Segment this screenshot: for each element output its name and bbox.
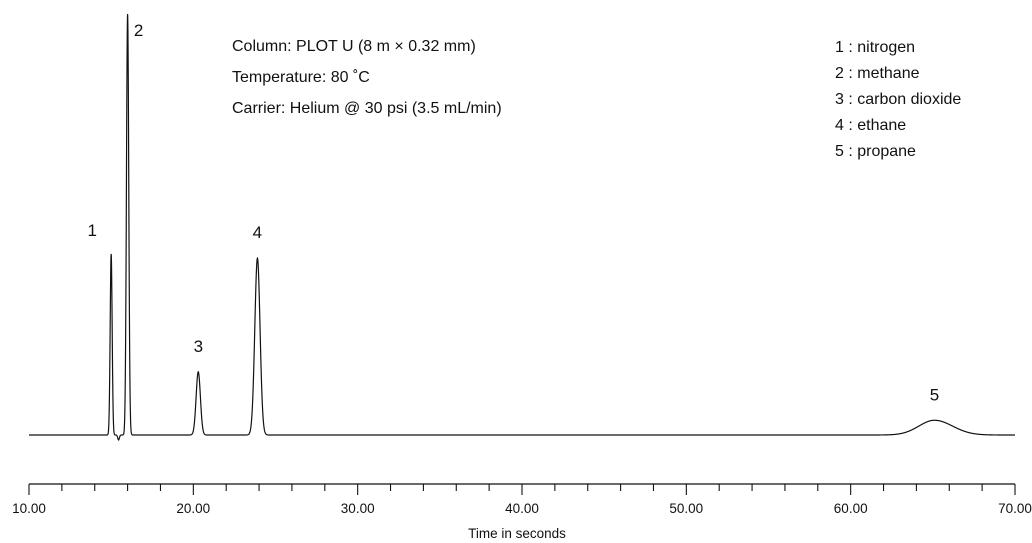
peak-label: 5 xyxy=(930,385,939,404)
legend-entry: 4 : ethane xyxy=(835,117,906,134)
x-tick-label: 60.00 xyxy=(834,501,868,516)
x-tick-label: 50.00 xyxy=(669,501,703,516)
x-tick-label: 70.00 xyxy=(998,501,1032,516)
x-tick-label: 40.00 xyxy=(505,501,539,516)
legend-entry: 3 : carbon dioxide xyxy=(835,91,961,108)
column-info: Column: PLOT U (8 m × 0.32 mm) xyxy=(232,38,476,55)
x-axis: 10.00 20.00 30.00 40.00 50.00 60.00 70.00 xyxy=(12,483,1032,516)
legend-entry: 2 : methane xyxy=(835,65,920,82)
peak-label: 1 xyxy=(87,221,96,240)
x-tick-label: 30.00 xyxy=(341,501,375,516)
legend-entry: 1 : nitrogen xyxy=(835,39,915,56)
carrier-info: Carrier: Helium @ 30 psi (3.5 mL/min) xyxy=(232,100,502,117)
x-tick-label: 20.00 xyxy=(176,501,210,516)
peak-labels: 1 2 3 4 5 xyxy=(87,21,939,404)
peak-label: 3 xyxy=(194,337,203,356)
legend: 1 : nitrogen 2 : methane 3 : carbon diox… xyxy=(835,39,961,160)
legend-entry: 5 : propane xyxy=(835,143,916,160)
peak-label: 2 xyxy=(134,21,143,40)
conditions-block: Column: PLOT U (8 m × 0.32 mm) Temperatu… xyxy=(232,38,502,117)
x-axis-title: Time in seconds xyxy=(468,526,566,541)
chromatogram-trace xyxy=(29,13,1015,441)
x-tick-label: 10.00 xyxy=(12,501,46,516)
temperature-info: Temperature: 80 ˚C xyxy=(232,69,370,86)
peak-label: 4 xyxy=(253,223,262,242)
trace-layer xyxy=(29,13,1015,441)
